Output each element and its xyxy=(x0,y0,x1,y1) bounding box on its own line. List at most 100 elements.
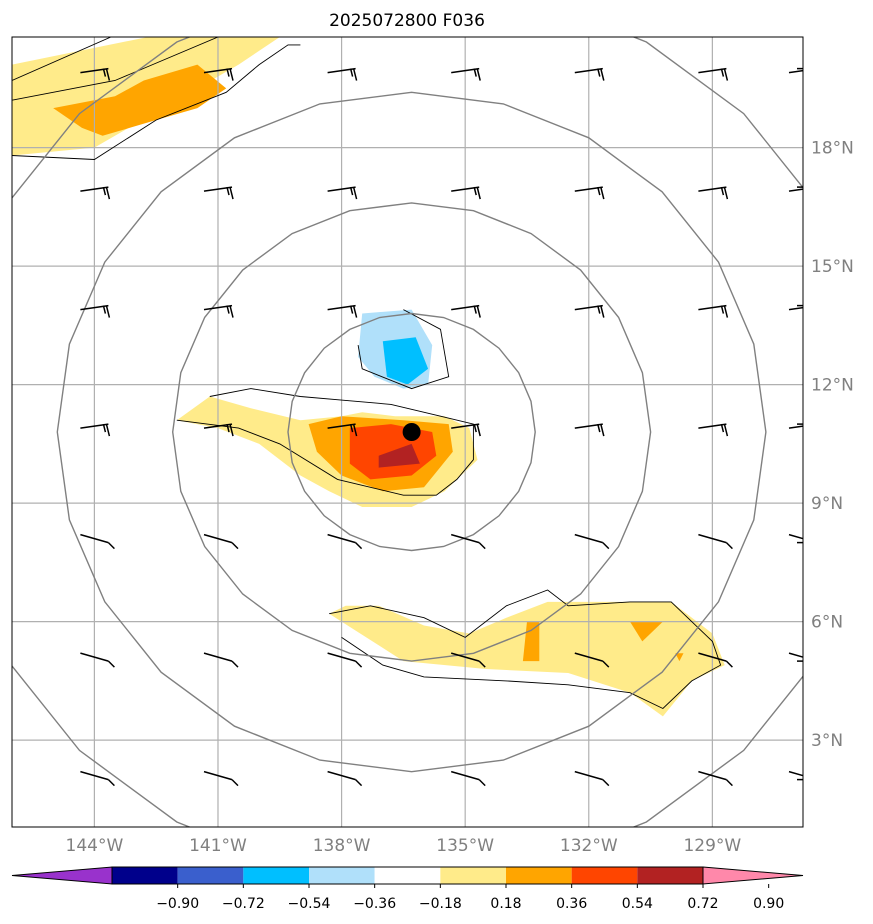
barb-flag xyxy=(105,423,111,437)
wind-barb xyxy=(327,304,358,318)
colorbar-label: −0.90 xyxy=(156,896,199,912)
contour-line xyxy=(357,309,450,390)
barb-flag xyxy=(349,68,354,77)
colorbar xyxy=(11,866,804,885)
barb-flag xyxy=(102,305,107,314)
longitude-label: 135°W xyxy=(436,836,494,856)
wind-barb xyxy=(327,652,363,668)
latitude-label: 12°N xyxy=(811,376,854,396)
colorbar-segment xyxy=(571,867,638,884)
wind-barb xyxy=(788,424,818,436)
barb-flag xyxy=(231,779,239,787)
barb-flag xyxy=(226,186,230,196)
range-ring xyxy=(56,91,767,773)
barb-flag xyxy=(815,424,818,436)
colorbar-segment xyxy=(309,867,375,884)
barb-flag xyxy=(473,305,477,314)
colorbar-segment xyxy=(374,867,441,884)
barb-flag xyxy=(352,305,358,318)
barb-flag xyxy=(812,424,814,432)
contour-lines xyxy=(12,37,722,710)
wind-barb xyxy=(80,67,111,81)
wind-barb xyxy=(203,770,239,787)
barb-staff xyxy=(450,652,480,662)
barb-flag xyxy=(478,542,486,550)
barb-staff xyxy=(698,652,727,662)
barb-flag xyxy=(355,660,363,668)
wind-barb xyxy=(788,770,803,777)
barb-staff xyxy=(327,652,356,662)
anomaly-field-0.36 xyxy=(630,621,663,642)
barb-staff xyxy=(574,652,604,662)
barb-flag xyxy=(720,423,725,433)
wind-barb xyxy=(451,67,481,81)
contour-line xyxy=(12,44,301,160)
barb-flag xyxy=(226,305,230,314)
contour-line xyxy=(12,37,112,81)
longitude-tick-labels: 144°W 141°W 138°W 135°W 132°W 129°W xyxy=(66,836,742,856)
barb-flag xyxy=(478,779,486,787)
wind-barb xyxy=(788,306,814,314)
barb-flag xyxy=(105,68,111,81)
barb-flag xyxy=(105,186,111,200)
colorbar-label: −0.36 xyxy=(353,896,396,912)
barb-flag xyxy=(597,305,601,314)
barb-flag xyxy=(352,423,358,437)
barb-flag xyxy=(600,186,605,200)
wind-barb xyxy=(327,533,363,550)
wind-barb xyxy=(80,304,111,318)
barb-flag xyxy=(476,68,481,81)
wind-barb xyxy=(327,67,358,81)
wind-barb xyxy=(80,652,115,668)
barb-flag xyxy=(812,306,814,314)
barb-flag xyxy=(602,779,610,787)
barb-flag xyxy=(231,542,239,550)
wind-barb xyxy=(203,304,234,318)
barb-flag xyxy=(602,660,610,668)
wind-barb xyxy=(574,423,605,437)
storm-center-marker xyxy=(402,423,421,441)
range-rings xyxy=(12,37,803,827)
colorbar-high-extend xyxy=(702,866,804,885)
wind-barb xyxy=(451,304,481,318)
barb-flag xyxy=(815,69,818,81)
latitude-label: 6°N xyxy=(811,613,843,633)
wind-barbs xyxy=(80,67,818,787)
barb-flag xyxy=(473,186,477,196)
colorbar-segment xyxy=(637,867,703,884)
wind-barb xyxy=(698,533,733,550)
barb-flag xyxy=(352,186,358,200)
colorbar-segment xyxy=(506,867,572,884)
barb-flag xyxy=(229,423,234,437)
barb-flag xyxy=(723,305,729,318)
wind-barb xyxy=(327,186,358,200)
colorbar-outline xyxy=(111,866,704,885)
colorbar-label: 0.72 xyxy=(687,896,718,912)
barb-flag xyxy=(600,68,605,81)
barb-flag xyxy=(473,423,477,433)
wind-barb xyxy=(788,533,803,540)
wind-barb xyxy=(574,770,610,787)
map-plot-area xyxy=(12,37,818,827)
colorbar-low-extend xyxy=(11,866,113,885)
barb-staff xyxy=(698,770,727,781)
barb-staff xyxy=(203,770,233,781)
contour-line xyxy=(12,37,219,101)
barb-flag xyxy=(107,660,115,668)
barb-flag xyxy=(473,68,477,77)
wind-barb xyxy=(788,69,818,81)
colorbar-label: 0.18 xyxy=(490,896,521,912)
barb-staff xyxy=(788,425,803,429)
wind-barb xyxy=(574,533,610,550)
latitude-label: 3°N xyxy=(811,731,843,751)
barb-staff xyxy=(788,652,803,658)
longitude-label: 138°W xyxy=(313,836,371,856)
barb-flag xyxy=(723,186,729,200)
wind-barb xyxy=(450,770,486,787)
barb-staff xyxy=(450,533,480,544)
barb-flag xyxy=(602,542,610,550)
wind-barb xyxy=(203,423,234,437)
colorbar-label: 0.54 xyxy=(622,896,653,912)
wind-barb xyxy=(451,186,481,200)
